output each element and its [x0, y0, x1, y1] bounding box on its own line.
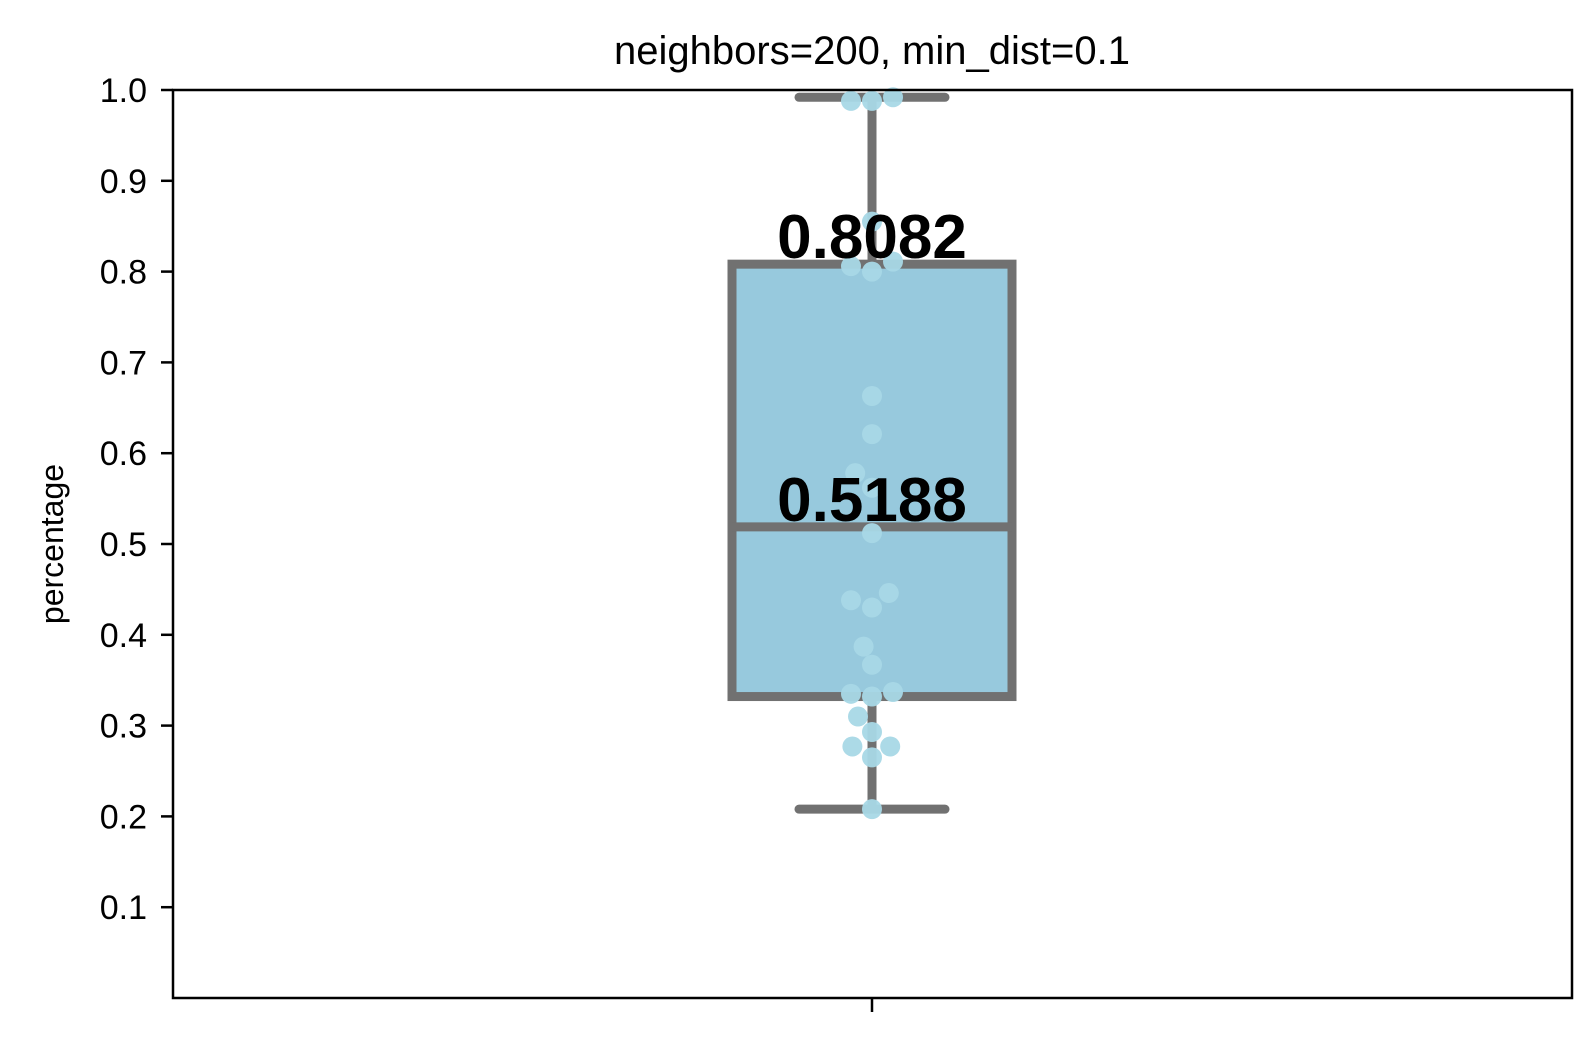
- data-point: [862, 799, 882, 820]
- data-point: [862, 90, 882, 111]
- y-tick-label: 0.3: [100, 708, 147, 746]
- data-point: [841, 90, 861, 111]
- data-point: [883, 251, 903, 272]
- data-point: [862, 385, 882, 406]
- data-point: [862, 211, 882, 232]
- y-tick-label: 0.6: [100, 435, 147, 473]
- data-point: [845, 463, 866, 484]
- data-point: [862, 721, 882, 742]
- y-axis-label: percentage: [34, 464, 70, 624]
- data-point: [842, 736, 863, 757]
- data-point: [878, 583, 899, 604]
- labels-layer: 0.8082 0.5188: [777, 203, 967, 535]
- data-point: [862, 597, 882, 618]
- data-point: [853, 636, 874, 657]
- y-tick-label: 0.4: [100, 617, 147, 655]
- data-point: [848, 706, 868, 727]
- y-tick-label: 0.2: [100, 798, 147, 836]
- chart-title: neighbors=200, min_dist=0.1: [614, 29, 1130, 73]
- y-tick-label: 0.5: [100, 526, 147, 564]
- q3-annotation: 0.8082: [777, 203, 967, 272]
- data-point: [862, 654, 882, 675]
- axis-layer: 0.1 0.2 0.3 0.4 0.5 0.6 0.7 0.8 0.9 1.0: [100, 72, 874, 1012]
- data-point: [883, 682, 903, 703]
- data-point: [841, 683, 861, 704]
- y-tick-label: 0.8: [100, 254, 147, 292]
- data-point: [862, 686, 882, 707]
- median-annotation: 0.5188: [777, 466, 967, 535]
- y-tick-label: 0.7: [100, 344, 147, 382]
- data-point: [841, 256, 861, 277]
- data-point: [862, 261, 882, 282]
- data-point: [862, 424, 882, 445]
- y-tick-label: 0.1: [100, 889, 147, 927]
- y-tick-label: 1.0: [100, 72, 147, 110]
- data-point: [862, 477, 882, 498]
- y-tick-label: 0.9: [100, 163, 147, 201]
- points-layer: [841, 87, 903, 820]
- data-point: [883, 87, 903, 108]
- data-point: [862, 747, 882, 768]
- data-point: [862, 523, 882, 544]
- data-point: [880, 736, 901, 757]
- data-point: [841, 590, 861, 611]
